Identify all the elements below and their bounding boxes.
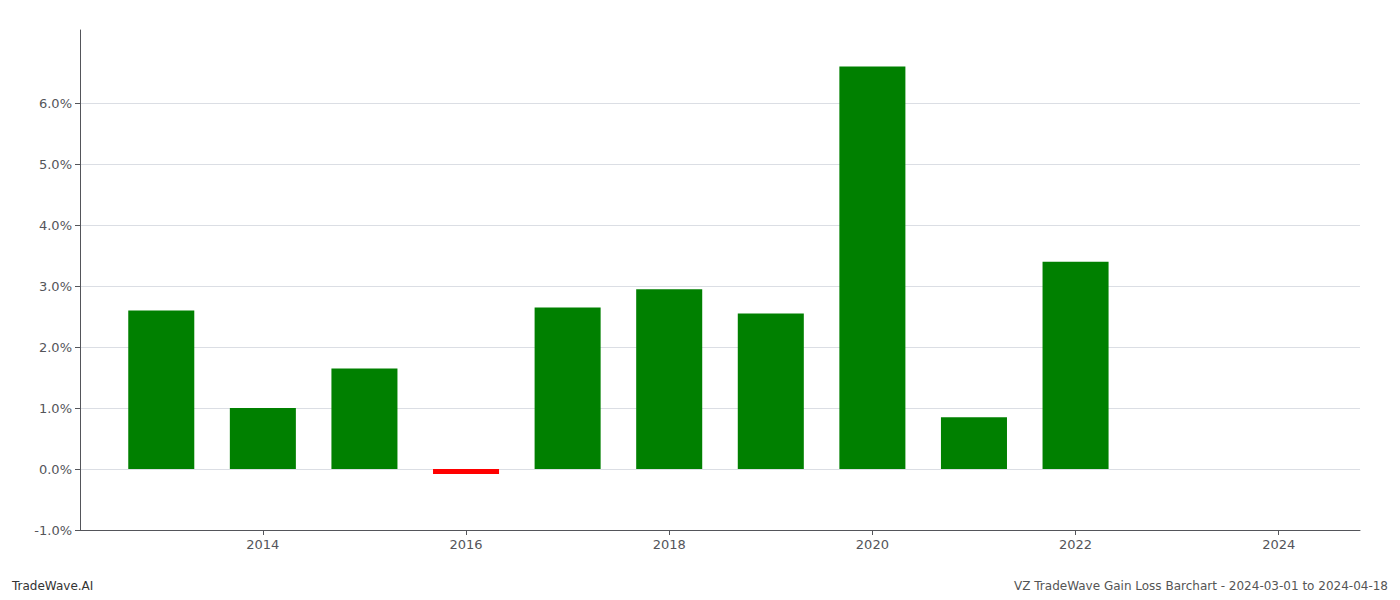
svg-text:2020: 2020: [856, 537, 889, 552]
svg-text:3.0%: 3.0%: [39, 279, 72, 294]
svg-text:2016: 2016: [449, 537, 482, 552]
svg-text:2018: 2018: [653, 537, 686, 552]
svg-text:TradeWave.AI: TradeWave.AI: [11, 579, 93, 593]
svg-text:1.0%: 1.0%: [39, 401, 72, 416]
svg-text:2022: 2022: [1059, 537, 1092, 552]
svg-text:5.0%: 5.0%: [39, 157, 72, 172]
svg-text:2.0%: 2.0%: [39, 340, 72, 355]
svg-text:6.0%: 6.0%: [39, 96, 72, 111]
svg-text:4.0%: 4.0%: [39, 218, 72, 233]
svg-text:2024: 2024: [1262, 537, 1295, 552]
svg-text:2014: 2014: [246, 537, 279, 552]
svg-text:-1.0%: -1.0%: [34, 523, 72, 538]
svg-text:VZ TradeWave Gain Loss Barchar: VZ TradeWave Gain Loss Barchart - 2024-0…: [1014, 579, 1388, 593]
svg-text:0.0%: 0.0%: [39, 462, 72, 477]
